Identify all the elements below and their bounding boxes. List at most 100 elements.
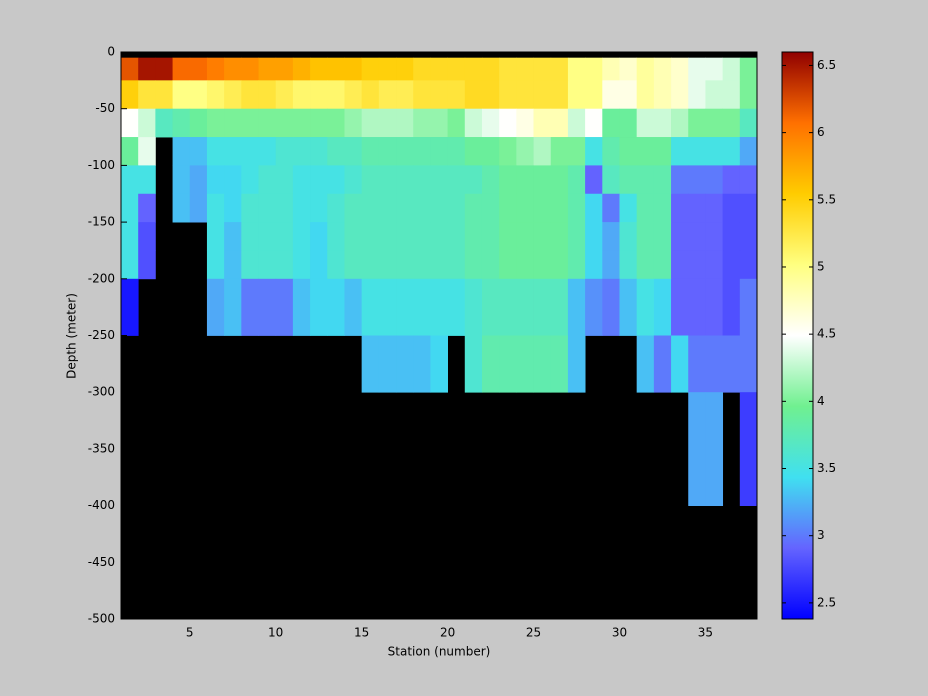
heatmap-cell <box>705 80 724 110</box>
heatmap-cell <box>206 193 225 223</box>
heatmap-cell <box>396 250 414 280</box>
heatmap-cell <box>636 335 655 393</box>
heatmap-cell <box>516 165 534 195</box>
heatmap-cell <box>396 137 414 166</box>
heatmap-cell <box>121 193 139 223</box>
heatmap-cell <box>585 193 603 223</box>
heatmap-cell <box>413 278 431 336</box>
heatmap-cell <box>241 222 259 251</box>
heatmap-cell <box>138 80 156 110</box>
heatmap-cell <box>481 278 500 336</box>
heatmap-cell <box>705 250 724 280</box>
heatmap-cell <box>241 57 259 81</box>
heatmap-cell <box>671 193 689 223</box>
heatmap-cell <box>585 108 603 138</box>
heatmap-cell <box>739 108 758 138</box>
heatmap-cell <box>258 165 277 195</box>
heatmap-cell <box>310 57 328 81</box>
heatmap-cell <box>447 80 466 110</box>
heatmap-cell <box>636 137 655 166</box>
heatmap-cell <box>464 278 483 336</box>
heatmap-cell <box>327 193 345 223</box>
heatmap-cell <box>671 335 689 393</box>
y-tick-label: -450 <box>88 555 115 569</box>
heatmap-cell <box>241 250 259 280</box>
heatmap-cell <box>516 250 534 280</box>
heatmap-cell <box>430 57 448 81</box>
heatmap-cell <box>602 80 620 110</box>
heatmap-cell <box>241 80 259 110</box>
heatmap-cell <box>619 165 638 195</box>
heatmap-cell <box>396 335 414 393</box>
heatmap-cell <box>619 250 638 280</box>
heatmap-cell <box>447 108 466 138</box>
heatmap-cell <box>739 335 758 393</box>
heatmap-cell <box>344 222 363 251</box>
heatmap-cell <box>224 250 242 280</box>
colorbar-tick-label: 5.5 <box>817 192 836 206</box>
heatmap-cell <box>224 193 242 223</box>
heatmap-cell <box>378 137 397 166</box>
heatmap-cell <box>705 108 724 138</box>
heatmap-cell <box>327 80 345 110</box>
heatmap-cell <box>396 108 414 138</box>
heatmap-cell <box>585 222 603 251</box>
heatmap-cell <box>671 250 689 280</box>
heatmap-cell <box>413 335 431 393</box>
y-tick-label: -350 <box>88 441 115 455</box>
heatmap-cell <box>224 57 242 81</box>
heatmap-cell <box>722 108 741 138</box>
heatmap-cell <box>688 392 706 506</box>
heatmap-cell <box>241 137 259 166</box>
heatmap-cell <box>739 392 758 506</box>
heatmap-cell <box>481 57 500 81</box>
heatmap-cell <box>172 80 191 110</box>
heatmap-cell <box>499 193 517 223</box>
heatmap-cell <box>275 222 294 251</box>
heatmap-cell <box>189 108 208 138</box>
heatmap-cell <box>172 165 191 195</box>
heatmap-cell <box>464 80 483 110</box>
y-tick-label: -300 <box>88 385 115 399</box>
heatmap-cell <box>292 193 311 223</box>
heatmap-cell <box>619 80 638 110</box>
y-tick-label: -400 <box>88 498 115 512</box>
y-tick-label: -50 <box>95 101 115 115</box>
heatmap-cell <box>636 165 655 195</box>
heatmap-cell <box>121 165 139 195</box>
colorbar-tick-label: 6 <box>817 125 825 139</box>
heatmap-cell <box>653 57 672 81</box>
heatmap-cell <box>567 278 586 336</box>
heatmap-cell <box>292 108 311 138</box>
heatmap-cell <box>275 137 294 166</box>
heatmap-cell <box>567 137 586 166</box>
heatmap-cell <box>499 57 517 81</box>
heatmap-cell <box>258 80 277 110</box>
x-tick-label: 35 <box>698 626 713 640</box>
heatmap-cell <box>361 222 380 251</box>
heatmap-cell <box>499 80 517 110</box>
heatmap-cell <box>292 137 311 166</box>
heatmap-cell <box>499 108 517 138</box>
heatmap-cell <box>550 335 569 393</box>
heatmap-cell <box>464 57 483 81</box>
heatmap-cell <box>567 193 586 223</box>
heatmap-cell <box>688 137 706 166</box>
y-tick-label: -100 <box>88 158 115 172</box>
heatmap-cell <box>464 137 483 166</box>
heatmap-cell <box>138 250 156 280</box>
heatmap-cell <box>739 57 758 81</box>
heatmap-cell <box>567 80 586 110</box>
heatmap-cell <box>550 57 569 81</box>
heatmap-cell <box>585 165 603 195</box>
heatmap-cell <box>396 57 414 81</box>
heatmap-cell <box>533 137 552 166</box>
heatmap-cell <box>533 165 552 195</box>
heatmap-cell <box>292 57 311 81</box>
heatmap-cell <box>275 108 294 138</box>
heatmap-cell <box>653 80 672 110</box>
heatmap-cell <box>430 222 448 251</box>
heatmap-cell <box>533 193 552 223</box>
heatmap-cell <box>241 108 259 138</box>
